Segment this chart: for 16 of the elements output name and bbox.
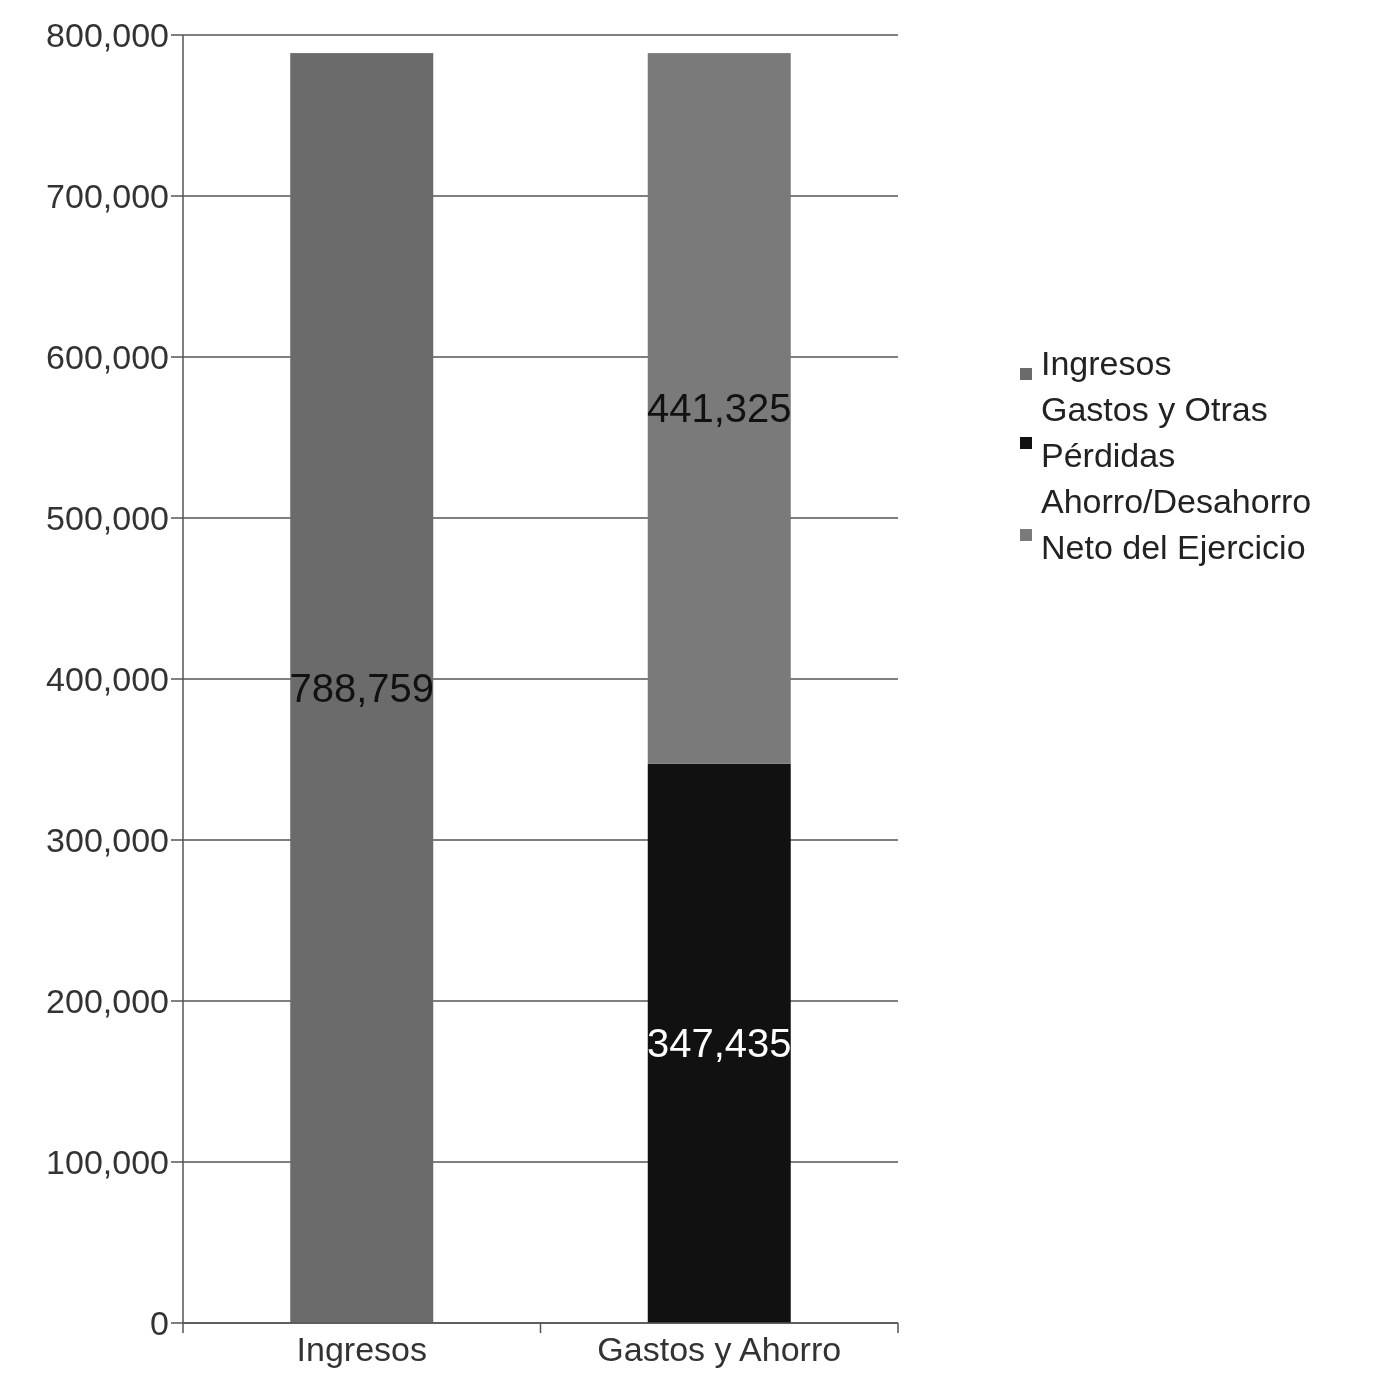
legend-label: Ahorro/Desahorro Neto del Ejercicio — [1041, 482, 1312, 566]
x-tick-label: Gastos y Ahorro — [597, 1330, 842, 1368]
data-label: 788,759 — [289, 666, 435, 711]
data-label: 441,325 — [646, 386, 792, 431]
y-tick-label: 600,000 — [46, 338, 169, 376]
y-tick-label: 300,000 — [46, 821, 169, 859]
y-tick-label: 0 — [150, 1304, 169, 1342]
y-tick-label: 500,000 — [46, 499, 169, 537]
data-label: 347,435 — [646, 1021, 792, 1066]
y-tick-label: 200,000 — [46, 982, 169, 1020]
y-tick-label: 400,000 — [46, 660, 169, 698]
legend-label: Ingresos — [1041, 344, 1172, 382]
y-tick-label: 700,000 — [46, 177, 169, 215]
y-tick-label: 800,000 — [46, 16, 169, 54]
y-tick-label: 100,000 — [46, 1143, 169, 1181]
legend-label: Gastos y Otras Pérdidas — [1041, 390, 1268, 474]
